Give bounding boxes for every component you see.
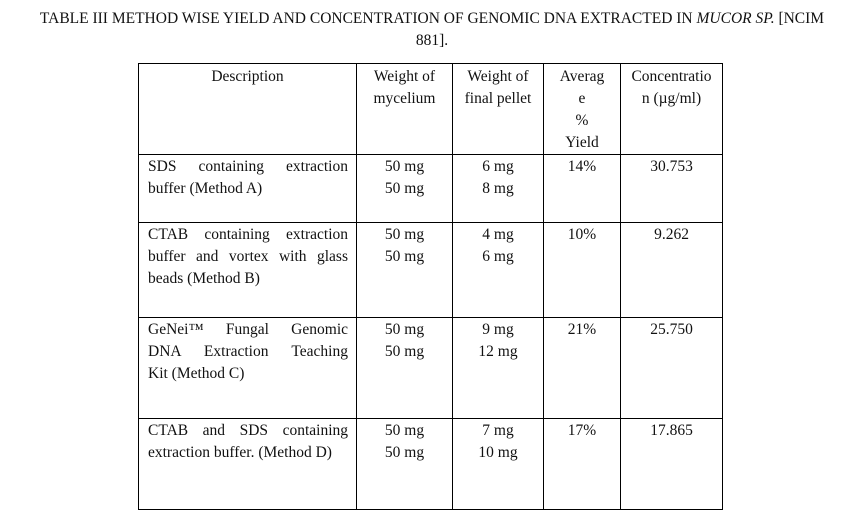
header-weight-mycelium: Weight of mycelium [356, 63, 453, 155]
header-description: Description [138, 63, 357, 155]
cell-pellet: 9 mg 12 mg [452, 317, 544, 419]
cell-description: SDS containing extraction buffer (Method… [138, 154, 357, 223]
table-row: GeNei™ Fungal Genomic DNA Extraction Tea… [138, 317, 723, 419]
caption-text: TABLE III METHOD WISE YIELD AND CONCENTR… [39, 10, 697, 27]
cell-pellet: 7 mg 10 mg [452, 418, 544, 510]
header-concentration: Concentratio n (µg/ml) [620, 63, 723, 155]
header-row: Description Weight of mycelium Weight of… [138, 63, 723, 155]
cell-description: CTAB containing extraction buffer and vo… [138, 222, 357, 318]
cell-concentration: 30.753 [620, 154, 723, 223]
cell-pellet: 4 mg 6 mg [452, 222, 544, 318]
cell-mycelium: 50 mg 50 mg [356, 154, 453, 223]
header-weight-pellet: Weight of final pellet [452, 63, 544, 155]
caption-line-1: TABLE III METHOD WISE YIELD AND CONCENTR… [0, 8, 864, 30]
caption-text-end: [NCIM [774, 10, 825, 27]
yield-table: Description Weight of mycelium Weight of… [138, 63, 723, 510]
cell-concentration: 17.865 [620, 418, 723, 510]
cell-pellet: 6 mg 8 mg [452, 154, 544, 223]
cell-description: CTAB and SDS containing extraction buffe… [138, 418, 357, 510]
cell-yield: 14% [543, 154, 621, 223]
caption-organism: MUCOR SP. [696, 10, 775, 27]
header-yield: Averag e % Yield [543, 63, 621, 155]
cell-description: GeNei™ Fungal Genomic DNA Extraction Tea… [138, 317, 357, 419]
table-row: SDS containing extraction buffer (Method… [138, 154, 723, 223]
table-row: CTAB and SDS containing extraction buffe… [138, 418, 723, 510]
cell-yield: 10% [543, 222, 621, 318]
cell-yield: 21% [543, 317, 621, 419]
cell-mycelium: 50 mg 50 mg [356, 222, 453, 318]
cell-concentration: 9.262 [620, 222, 723, 318]
cell-mycelium: 50 mg 50 mg [356, 418, 453, 510]
caption-line-2: 881]. [415, 32, 449, 49]
cell-yield: 17% [543, 418, 621, 510]
table-caption: TABLE III METHOD WISE YIELD AND CONCENTR… [0, 8, 864, 52]
table-row: CTAB containing extraction buffer and vo… [138, 222, 723, 318]
cell-concentration: 25.750 [620, 317, 723, 419]
cell-mycelium: 50 mg 50 mg [356, 317, 453, 419]
